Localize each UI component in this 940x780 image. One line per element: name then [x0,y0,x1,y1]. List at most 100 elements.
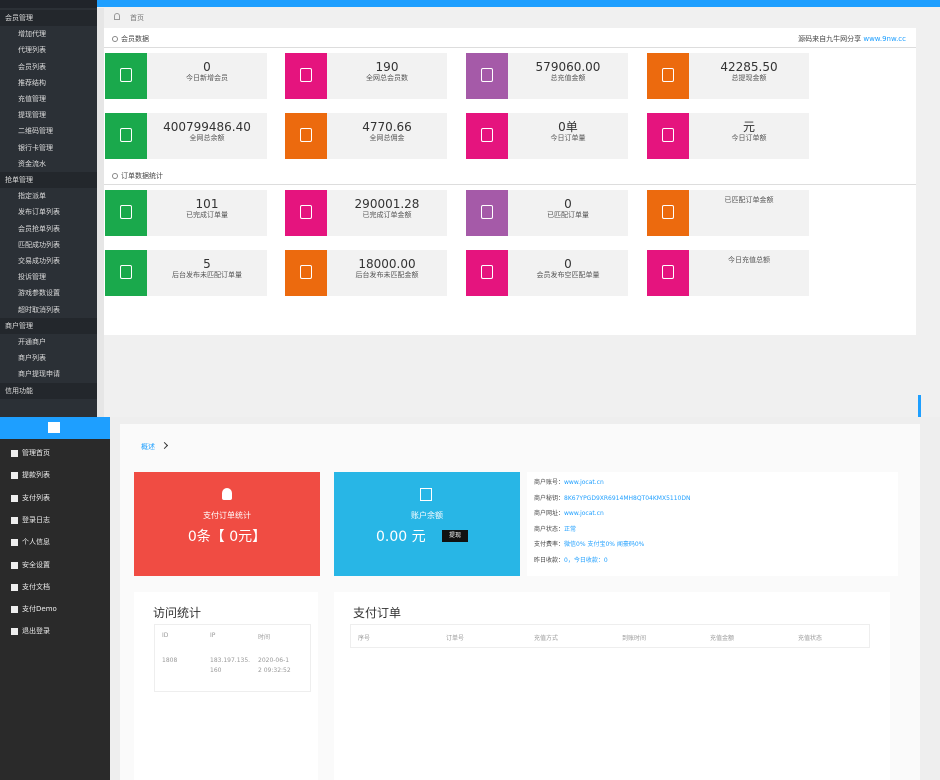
card-label: 今日订单额 [731,134,767,142]
top-header-strip [97,0,940,7]
menu-item[interactable]: 商户列表 [18,354,46,363]
icon-glyph [481,265,493,279]
card-icon [285,53,327,99]
stat-card: 已匹配订单金额 [647,190,809,236]
card-label: 全网总余额 [189,134,225,142]
section-dot [112,173,118,179]
card-text: 今日充值总额 [689,250,809,296]
card-text: 42285.50 总提现金额 [689,53,809,99]
card-text: 579060.00 总充值金额 [508,53,628,99]
table-border [154,624,311,692]
stat-card: 101 已完成订单量 [105,190,267,236]
stat-card: 400799486.40 全网总余额 [105,113,267,159]
breadcrumb[interactable]: 首页 [130,14,144,22]
info-row: 商户账号：www.jocat.cn [534,477,604,486]
menu-item[interactable]: 商户提现申请 [18,370,60,379]
menu-item[interactable]: 提款列表 [22,471,50,480]
source-note: 源码来自九牛网分享 www.9nw.cc [798,34,906,44]
menu-item[interactable]: 支付列表 [22,493,50,502]
menu-item[interactable]: 充值管理 [18,95,46,103]
card-value: 18000.00 [358,257,416,271]
note-link[interactable]: www.9nw.cc [863,35,906,43]
table-header: 充值状态 [798,635,823,642]
icon-glyph [120,265,132,279]
icon-glyph [662,265,674,279]
menu-group[interactable]: 会员管理 [5,14,33,22]
menu-item[interactable]: 个人信息 [22,538,50,547]
stat-card: 0 已匹配订单量 [466,190,628,236]
table-header: ID [162,632,169,639]
breadcrumb[interactable]: 概述 [141,443,155,451]
table-header: 序号 [358,635,371,642]
menu-item[interactable]: 管理首页 [22,449,50,457]
menu-item[interactable]: 二维码管理 [18,127,53,136]
menu-icon [11,539,18,547]
icon-glyph [481,68,493,82]
info-value: 8K67YPGD9XR6914MH8QT04KMX5110DN [564,494,691,502]
card-value: 0 [564,197,572,211]
menu-icon [11,628,18,636]
card-text: 已匹配订单金额 [689,190,809,236]
card-label: 全网总佣金 [369,134,405,142]
doc-icon [420,488,432,501]
menu-item[interactable]: 投诉管理 [18,273,46,282]
info-value: 0，今日收款：0 [564,557,608,564]
menu-item[interactable]: 指定派单 [18,192,46,201]
menu-item[interactable]: 银行卡管理 [18,143,53,152]
menu-item[interactable]: 推荐结构 [18,78,46,87]
withdraw-button[interactable]: 提现 [442,530,468,542]
table-cell: 1808 [162,657,178,664]
menu-item[interactable]: 交易成功列表 [18,257,60,265]
card-value: 579060.00 [535,60,601,74]
info-label: 商户账号： [534,479,565,486]
card-value: 0 [564,257,572,271]
section-title: 会员数据 [121,35,149,43]
menu-item[interactable]: 开通商户 [18,338,46,346]
menu-item[interactable]: 发布订单列表 [18,208,60,217]
info-label: 商户秘钥： [534,494,565,502]
card-text: 0单 今日订单量 [508,113,628,159]
menu-item[interactable]: 超时取消列表 [18,305,60,314]
menu-item[interactable]: 退出登录 [22,627,50,636]
stat-card: 元今日订单额 [647,113,809,159]
menu-item[interactable]: 登录日志 [22,515,50,524]
menu-group[interactable]: 信用功能 [5,386,33,395]
bottom-sidebar: 管理首页提款列表支付列表登录日志个人信息安全设置支付文档支付Demo 退出登录 [0,417,110,780]
card-title: 支付订单统计 [203,511,251,520]
card-text: 18000.00 后台发布未匹配金额 [327,250,447,296]
menu-item[interactable]: 代理列表 [18,46,46,55]
menu-item[interactable]: 资金流水 [18,159,46,168]
stat-card: 42285.50 总提现金额 [647,53,809,99]
stat-card: 0 会员发布空匹配单量 [466,250,628,296]
info-row: 商户秘钥：8K67YPGD9XR6914MH8QT04KMX5110DN [534,493,690,502]
menu-group-bg [0,317,97,334]
menu-group[interactable]: 商户管理 [5,321,33,330]
icon-glyph [662,205,674,219]
card-label: 会员发布空匹配单量 [536,271,600,279]
card-value: 290001.28 [354,197,420,211]
menu-item[interactable]: 增加代理 [18,30,46,39]
icon-glyph [662,128,674,142]
menu-item[interactable]: 安全设置 [22,560,50,569]
menu-group[interactable]: 抢单管理 [5,176,33,184]
card-text: 0 会员发布空匹配单量 [508,250,628,296]
menu-item[interactable]: 游戏参数设置 [18,289,60,298]
card-label: 已完成订单量 [186,211,228,219]
note-text: 源码来自九牛网分享 [798,35,864,43]
menu-item[interactable]: 支付Demo [22,605,57,614]
card-value: 5 [203,257,211,271]
icon-glyph [300,68,312,82]
menu-item[interactable]: 支付文档 [22,582,50,591]
sidebar-title-bar [0,0,97,8]
card-icon [285,113,327,159]
card-value: 4770.66 [362,120,412,134]
menu-item[interactable]: 提现管理 [18,111,46,120]
menu-item[interactable]: 匹配成功列表 [18,240,60,249]
card-icon [647,250,689,296]
info-row: 商户网址：www.jocat.cn [534,508,604,517]
menu-item[interactable]: 会员抢单列表 [18,224,60,233]
menu-item[interactable]: 会员列表 [18,62,46,71]
stat-card: 579060.00 总充值金额 [466,53,628,99]
card-icon [466,53,508,99]
icon-glyph [662,68,674,82]
